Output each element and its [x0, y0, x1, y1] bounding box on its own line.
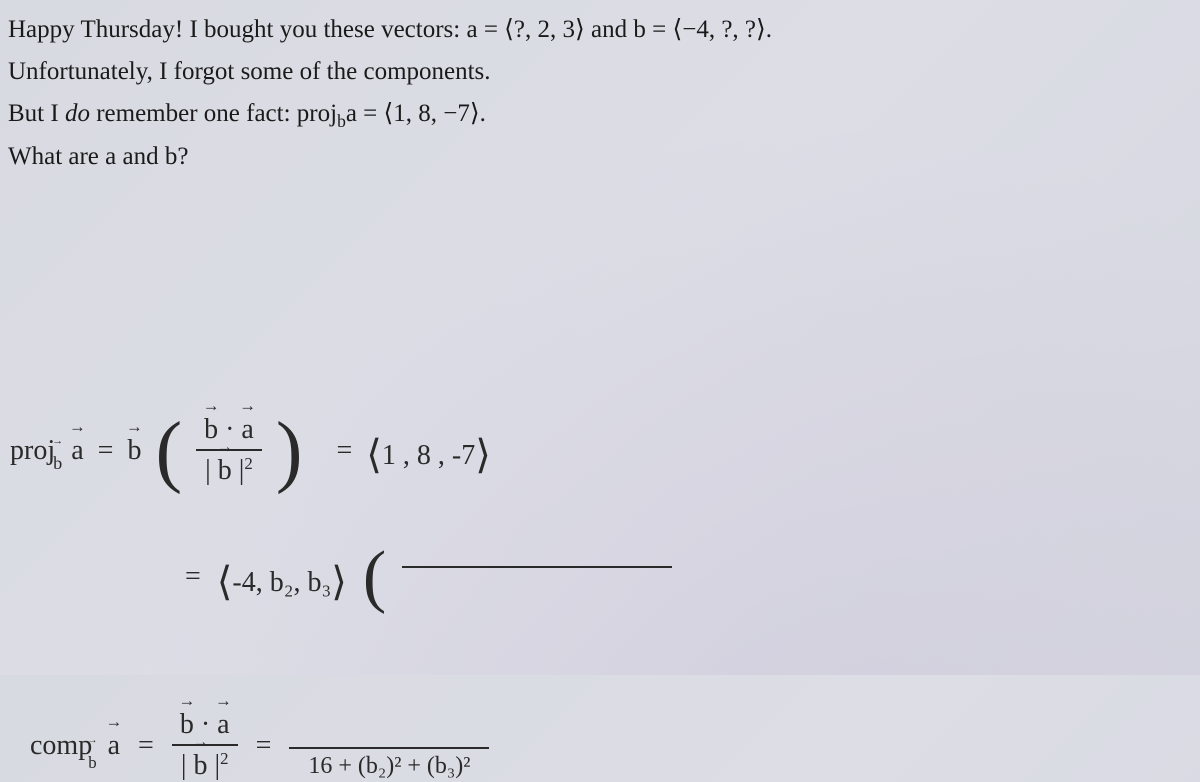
- vector-b: ⟨−4, ?, ?⟩: [672, 16, 765, 43]
- emphasis: do: [65, 100, 90, 127]
- problem-line-3: But I do remember one fact: projba = ⟨1,…: [8, 94, 1192, 135]
- paren-left: (: [155, 419, 182, 483]
- equation-1: projb a = b ( b · a | b |2 ) = ⟨1 , 8 , …: [10, 414, 491, 487]
- subscript-b: b: [53, 453, 62, 474]
- proj-label: projb a: [10, 435, 84, 467]
- text: remember one fact: proj: [90, 100, 337, 127]
- problem-line-2: Unfortunately, I forgot some of the comp…: [8, 52, 1192, 92]
- denominator: | b |2: [197, 454, 261, 487]
- text: .: [480, 100, 486, 127]
- equation-3: compb a = b · a | b |2 = 16 + (b₂)² + (b…: [30, 709, 489, 782]
- equals: =: [98, 435, 114, 467]
- text: proj: [10, 435, 55, 466]
- text: a =: [346, 100, 384, 127]
- equation-2: = ⟨-4, b₂, b₃⟩ (: [185, 549, 672, 605]
- fraction-bar: [289, 747, 489, 749]
- denominator-expr: 16 + (b₂)² + (b₃)²: [300, 753, 478, 780]
- problem-statement: Happy Thursday! I bought you these vecto…: [0, 0, 1200, 177]
- text: and b =: [585, 16, 673, 43]
- exponent: 2: [244, 454, 252, 473]
- mag-b: | b |: [181, 750, 220, 782]
- result-vector: ⟨1 , 8 , -7⟩: [366, 427, 491, 474]
- comp-label: compb a: [30, 730, 120, 762]
- paren-left: (: [363, 549, 386, 605]
- vector-components: 1 , 8 , -7: [382, 440, 475, 471]
- fraction-rhs: 16 + (b₂)² + (b₃)²: [289, 715, 489, 776]
- vector-a-sym: a: [108, 730, 120, 762]
- text: comp: [30, 730, 92, 761]
- equals: =: [185, 561, 201, 593]
- problem-line-4: What are a and b?: [8, 137, 1192, 177]
- a-vec: a: [217, 709, 229, 741]
- denominator: | b |2: [173, 749, 237, 782]
- text: Happy Thursday! I bought you these vecto…: [8, 16, 504, 43]
- a-vec: a: [241, 414, 253, 446]
- equals: =: [256, 730, 272, 762]
- equals: =: [336, 435, 352, 467]
- projection-value: ⟨1, 8, −7⟩: [384, 100, 480, 127]
- fraction-bar-long: [402, 566, 672, 568]
- paren-right: ): [276, 419, 303, 483]
- vector-components: -4, b₂, b₃: [232, 567, 331, 598]
- vector-a-sym: a: [71, 435, 83, 467]
- problem-line-1: Happy Thursday! I bought you these vecto…: [8, 10, 1192, 50]
- b-vector-expanded: ⟨-4, b₂, b₃⟩: [217, 554, 347, 601]
- exponent: 2: [220, 749, 228, 768]
- text: .: [766, 16, 772, 43]
- numerator-blank: [378, 715, 401, 747]
- subscript-b: b: [88, 753, 96, 773]
- vector-a: ⟨?, 2, 3⟩: [504, 16, 585, 43]
- fraction: b · a | b |2: [172, 709, 238, 782]
- subscript: b: [337, 111, 346, 131]
- mag-b: | b |: [205, 455, 244, 487]
- fraction: b · a | b |2: [196, 414, 262, 487]
- text: But I: [8, 100, 65, 127]
- vector-b-sym: b: [127, 435, 141, 467]
- equals: =: [138, 730, 154, 762]
